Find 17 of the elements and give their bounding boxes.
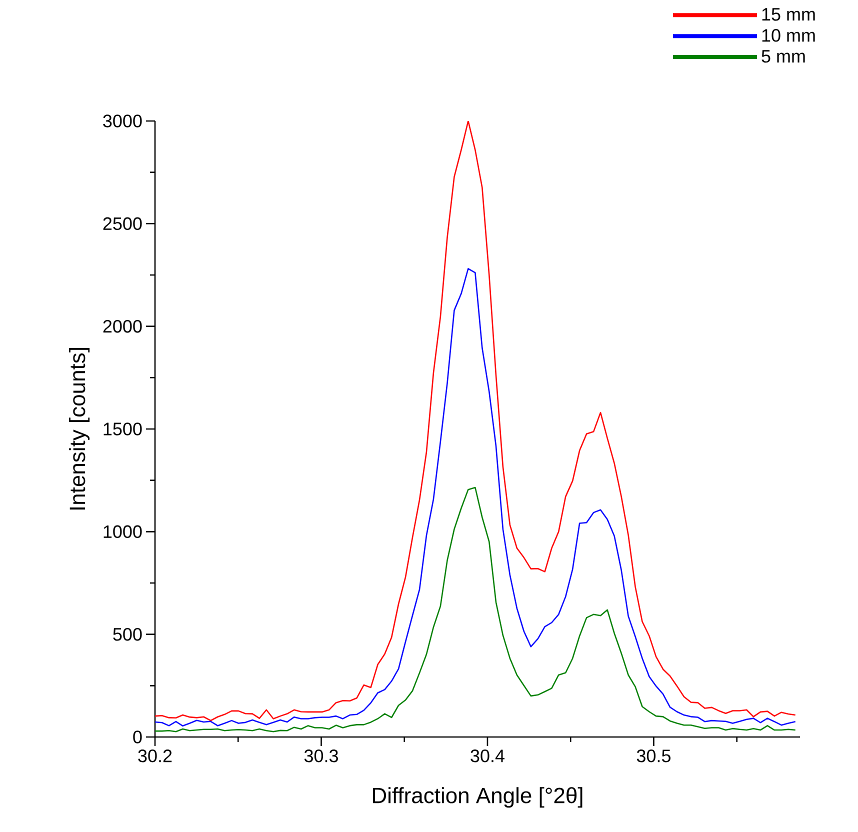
- legend-label: 5 mm: [762, 50, 805, 63]
- y-tick-label: 1500: [104, 422, 142, 436]
- y-axis-title: Intensity [counts]: [69, 348, 90, 510]
- x-tick-label: 30.2: [138, 750, 172, 762]
- x-tick-label: 30.5: [636, 750, 670, 762]
- legend-label: 10 mm: [762, 29, 815, 42]
- y-tick-label: 2000: [103, 320, 142, 333]
- y-tick-label: 3000: [103, 114, 142, 128]
- y-tick-label: 0: [133, 730, 142, 744]
- line-series: [155, 268, 796, 727]
- y-tick-label: 1000: [104, 525, 142, 538]
- x-tick-label: 30.3: [304, 750, 338, 762]
- x-axis-title: Diffraction Angle [°2θ]: [373, 787, 582, 808]
- x-tick-label: 30.4: [470, 750, 504, 762]
- legend-label: 15 mm: [762, 8, 815, 21]
- y-tick-label: 2500: [103, 217, 142, 230]
- y-tick-label: 500: [113, 628, 142, 641]
